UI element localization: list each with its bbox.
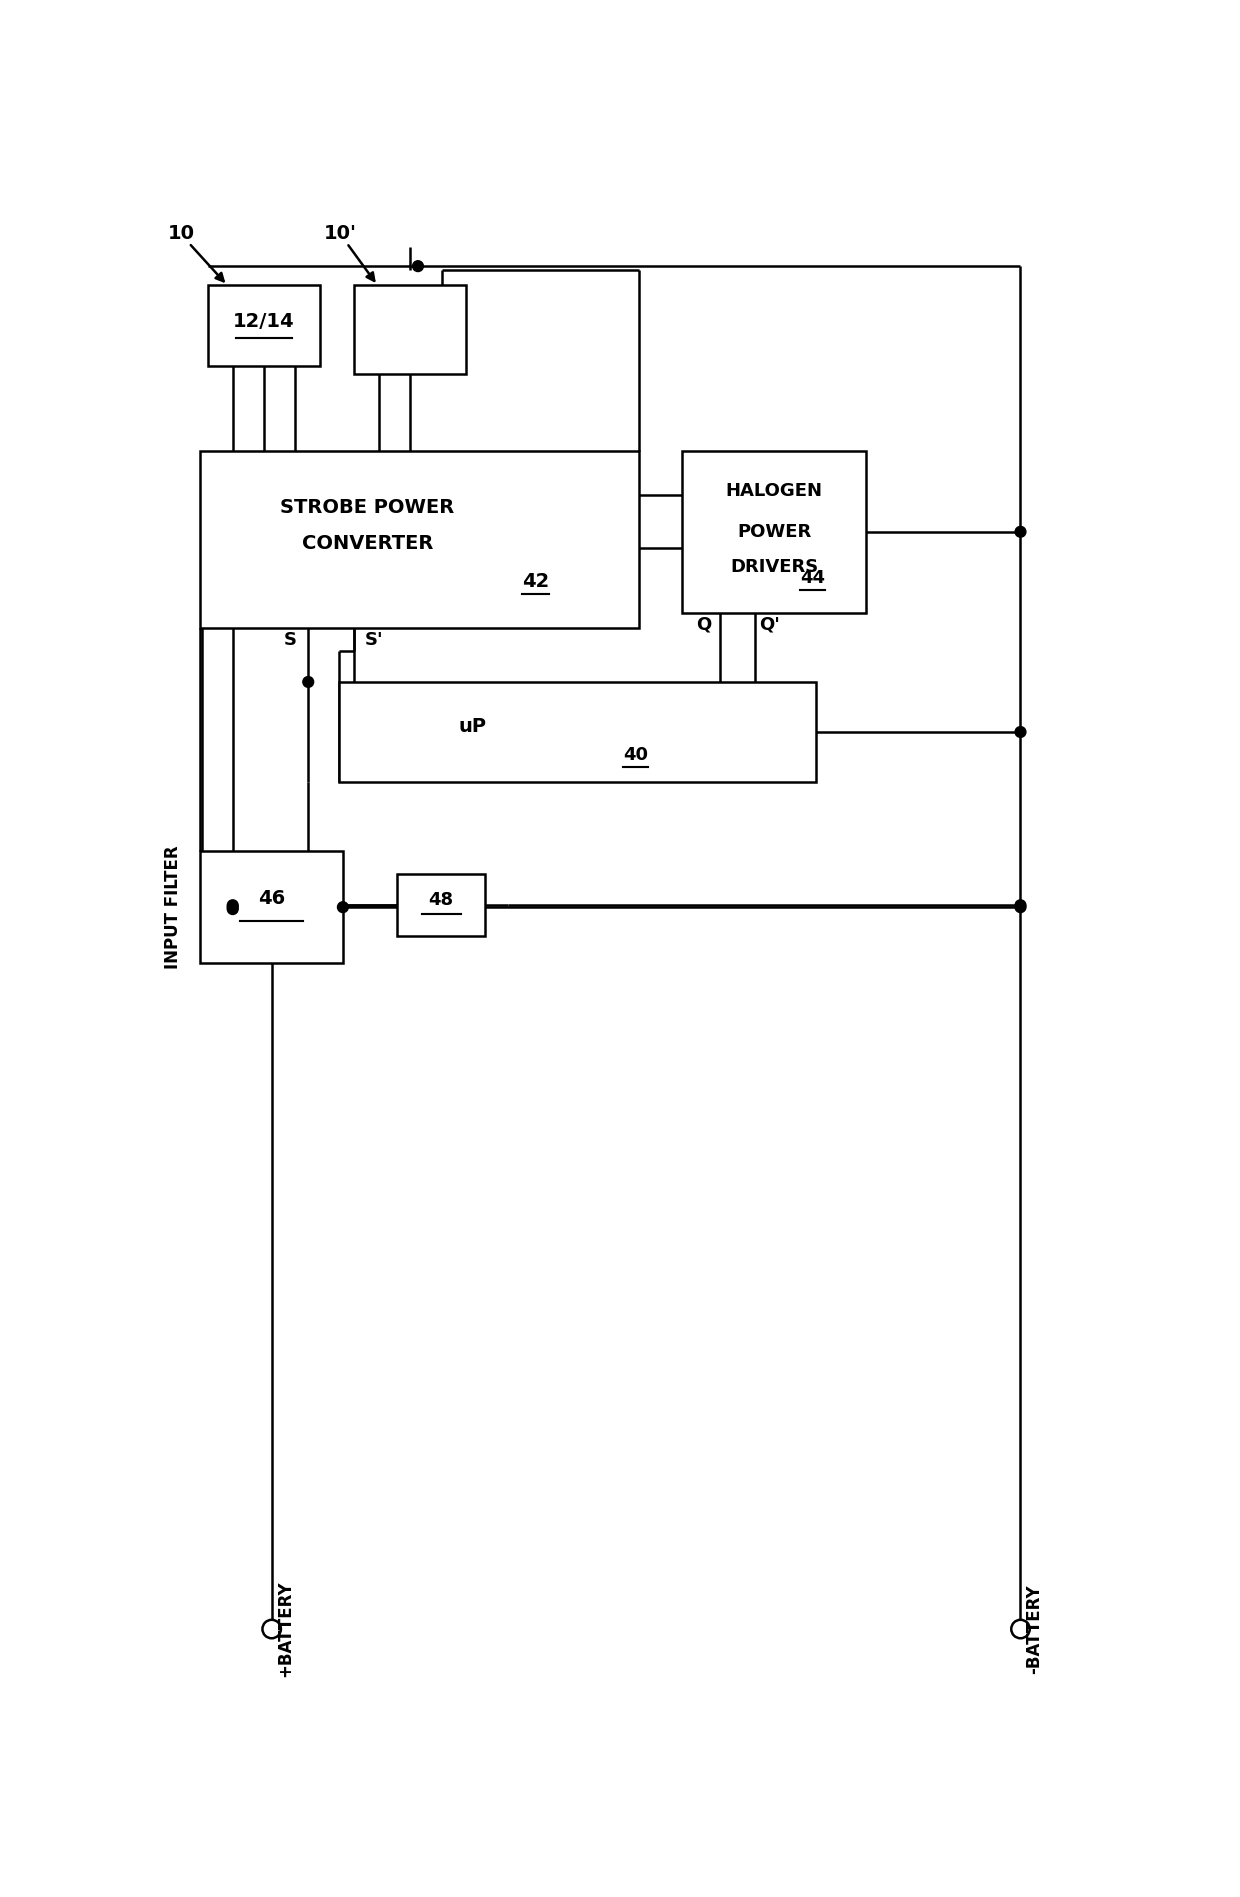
Text: INPUT FILTER: INPUT FILTER (165, 846, 182, 969)
Bar (339, 681, 816, 782)
Circle shape (1016, 901, 1025, 912)
Text: Q': Q' (759, 615, 780, 634)
Text: STROBE POWER: STROBE POWER (280, 499, 454, 518)
Text: 40: 40 (622, 746, 649, 764)
Circle shape (413, 260, 423, 271)
Text: 10: 10 (167, 224, 195, 243)
Circle shape (337, 901, 348, 912)
Circle shape (1016, 899, 1025, 911)
Text: 46: 46 (258, 888, 285, 909)
Circle shape (227, 903, 238, 914)
Bar (201, 852, 343, 964)
Text: Q: Q (696, 615, 711, 634)
Text: S: S (284, 630, 296, 649)
Circle shape (1012, 1620, 1029, 1639)
Text: HALOGEN: HALOGEN (725, 482, 822, 501)
Bar (682, 451, 867, 613)
Text: 12/14: 12/14 (233, 313, 295, 332)
Circle shape (303, 677, 314, 687)
Text: DRIVERS: DRIVERS (730, 558, 818, 577)
Circle shape (227, 901, 238, 912)
Text: S': S' (366, 630, 384, 649)
Text: CONVERTER: CONVERTER (301, 533, 433, 552)
Text: 48: 48 (429, 892, 454, 909)
Bar (397, 875, 485, 935)
Bar (355, 285, 466, 374)
Bar (201, 451, 640, 628)
Circle shape (1016, 727, 1025, 738)
Text: 42: 42 (522, 573, 549, 592)
Text: +BATTERY: +BATTERY (277, 1580, 295, 1677)
Circle shape (1016, 525, 1025, 537)
Bar (208, 285, 320, 366)
Text: uP: uP (459, 717, 487, 736)
Circle shape (227, 899, 238, 911)
Text: 10': 10' (324, 224, 357, 243)
Text: POWER: POWER (737, 524, 811, 541)
Text: 44: 44 (800, 569, 825, 586)
Circle shape (263, 1620, 281, 1639)
Text: -BATTERY: -BATTERY (1025, 1584, 1043, 1673)
